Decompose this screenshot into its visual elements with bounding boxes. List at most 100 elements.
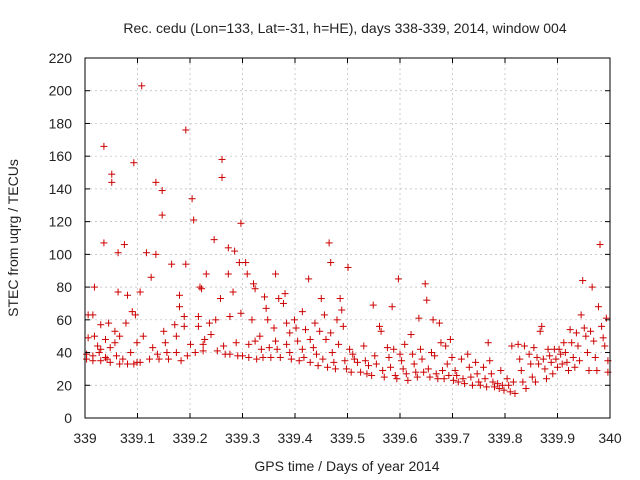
data-point xyxy=(158,187,166,195)
data-point xyxy=(97,321,105,329)
data-point xyxy=(601,342,609,350)
data-point xyxy=(379,367,387,375)
data-point xyxy=(338,306,346,314)
data-point xyxy=(272,270,280,278)
data-point xyxy=(431,352,439,360)
data-point xyxy=(152,250,160,258)
data-point xyxy=(576,357,584,365)
data-point xyxy=(245,340,253,348)
data-point xyxy=(459,375,467,383)
data-point xyxy=(407,331,415,339)
x-tick-label: 339.1 xyxy=(120,430,155,446)
data-point xyxy=(402,370,410,378)
x-tick-label: 339.5 xyxy=(330,430,365,446)
data-point xyxy=(404,376,412,384)
data-point xyxy=(131,311,139,319)
data-point xyxy=(585,367,593,375)
y-tick-label: 200 xyxy=(49,83,73,99)
data-point xyxy=(511,389,519,397)
data-point xyxy=(385,353,393,361)
data-point xyxy=(541,365,549,373)
data-point xyxy=(372,360,380,368)
data-point xyxy=(94,342,102,350)
data-point xyxy=(503,375,511,383)
x-tick-label: 339.4 xyxy=(277,430,312,446)
data-point xyxy=(434,375,442,383)
data-point xyxy=(330,358,338,366)
data-point xyxy=(464,350,472,358)
data-point xyxy=(101,335,109,343)
data-point xyxy=(563,358,571,366)
data-point xyxy=(412,368,420,376)
data-point xyxy=(365,362,372,370)
data-point xyxy=(136,288,144,296)
data-point xyxy=(361,357,369,365)
data-point xyxy=(413,373,421,381)
data-point xyxy=(498,381,506,389)
data-point xyxy=(479,363,487,371)
data-point xyxy=(286,349,294,357)
data-point xyxy=(569,353,577,361)
x-tick-label: 339.7 xyxy=(435,430,470,446)
data-point xyxy=(210,236,218,244)
data-point xyxy=(116,360,124,368)
data-point xyxy=(295,357,303,365)
data-point xyxy=(242,259,250,267)
data-point xyxy=(473,370,481,378)
data-point xyxy=(257,345,265,353)
data-point xyxy=(100,142,108,150)
y-tick-label: 40 xyxy=(56,345,72,361)
data-point xyxy=(454,378,462,386)
data-point xyxy=(598,322,606,330)
data-point xyxy=(194,313,202,321)
data-point xyxy=(283,340,291,348)
data-point xyxy=(164,355,172,363)
data-point xyxy=(253,355,261,363)
data-point xyxy=(158,211,166,219)
data-point xyxy=(259,353,267,361)
data-point xyxy=(420,368,428,376)
data-point xyxy=(577,311,585,319)
data-point xyxy=(133,339,141,347)
data-point xyxy=(519,378,527,386)
data-point xyxy=(322,335,330,343)
data-point xyxy=(522,385,530,393)
data-point xyxy=(588,283,596,291)
data-point xyxy=(314,362,322,370)
data-point xyxy=(224,244,232,252)
data-point xyxy=(89,357,97,365)
data-point xyxy=(176,303,183,311)
data-point xyxy=(446,335,454,343)
x-tick-label: 340 xyxy=(598,430,622,446)
data-point xyxy=(216,295,224,303)
x-tick-label: 339.2 xyxy=(172,430,207,446)
data-point xyxy=(324,363,332,371)
data-point xyxy=(89,311,97,319)
data-point xyxy=(483,383,491,391)
data-point xyxy=(453,371,461,379)
data-point xyxy=(139,332,147,340)
data-point xyxy=(508,342,516,350)
data-point xyxy=(218,155,226,163)
data-point xyxy=(527,360,535,368)
data-point xyxy=(180,322,188,330)
data-point xyxy=(108,170,116,178)
data-point xyxy=(409,350,417,358)
x-tick-label: 339.8 xyxy=(487,430,522,446)
data-point xyxy=(287,355,295,363)
data-point xyxy=(136,358,144,366)
data-point xyxy=(495,385,503,393)
data-point xyxy=(103,355,111,363)
data-point xyxy=(83,355,91,363)
data-point xyxy=(331,365,339,373)
data-point xyxy=(497,367,505,375)
data-point xyxy=(309,344,317,352)
data-point xyxy=(138,82,146,90)
data-point xyxy=(594,303,602,311)
data-point xyxy=(554,363,561,371)
data-point xyxy=(371,352,379,360)
grid xyxy=(85,58,610,418)
data-point xyxy=(183,352,191,360)
y-tick-label: 60 xyxy=(56,312,72,328)
y-tick-label: 160 xyxy=(49,148,73,164)
